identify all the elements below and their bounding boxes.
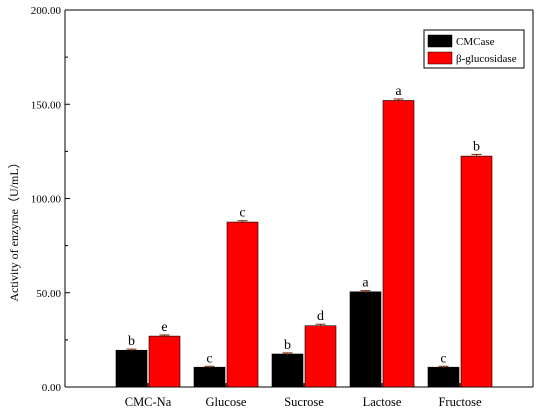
significance-letter: c	[206, 351, 212, 366]
legend-label: CMCase	[456, 36, 495, 48]
category-label: Fructose	[438, 395, 482, 409]
significance-letter: c	[239, 206, 245, 221]
legend-swatch	[427, 34, 453, 48]
legend-swatch	[427, 51, 453, 65]
significance-letter: a	[395, 84, 402, 99]
y-tick-label: 0.00	[42, 382, 62, 394]
y-tick-label: 150.00	[31, 99, 62, 111]
category-label: Lactose	[363, 395, 402, 409]
legend: CMCase β-glucosidase	[423, 29, 525, 69]
y-tick-label: 50.00	[36, 288, 61, 300]
bar-cmcase	[427, 366, 460, 388]
bar-beta-glucosidase	[226, 221, 259, 388]
bar-beta-glucosidase	[382, 100, 415, 388]
y-tick-label: 100.00	[31, 194, 62, 206]
significance-letter: d	[317, 309, 324, 324]
y-tick-label: 200.00	[31, 5, 62, 17]
legend-label: β-glucosidase	[456, 53, 517, 65]
bar-cmcase	[271, 353, 304, 388]
bar-beta-glucosidase	[460, 155, 493, 388]
category-label: Glucose	[206, 395, 247, 409]
significance-letter: e	[161, 320, 167, 335]
bar-cmcase	[193, 366, 226, 388]
category-label: CMC-Na	[125, 395, 172, 409]
bar-cmcase	[115, 349, 148, 388]
significance-letter: b	[473, 139, 480, 154]
bar-beta-glucosidase	[304, 325, 337, 388]
y-axis-title: Activity of enzyme（U/mL）	[7, 156, 21, 301]
plot-area: 0.00 50.00 100.00 150.00 200.00 CMC-Na b e Gluco…	[31, 5, 534, 409]
bar-cmcase	[349, 291, 382, 388]
category-label: Sucrose	[284, 395, 324, 409]
significance-letter: b	[284, 338, 291, 353]
significance-letter: c	[440, 351, 446, 366]
bar-beta-glucosidase	[148, 335, 181, 388]
significance-letter: a	[362, 276, 369, 291]
significance-letter: b	[128, 334, 135, 349]
